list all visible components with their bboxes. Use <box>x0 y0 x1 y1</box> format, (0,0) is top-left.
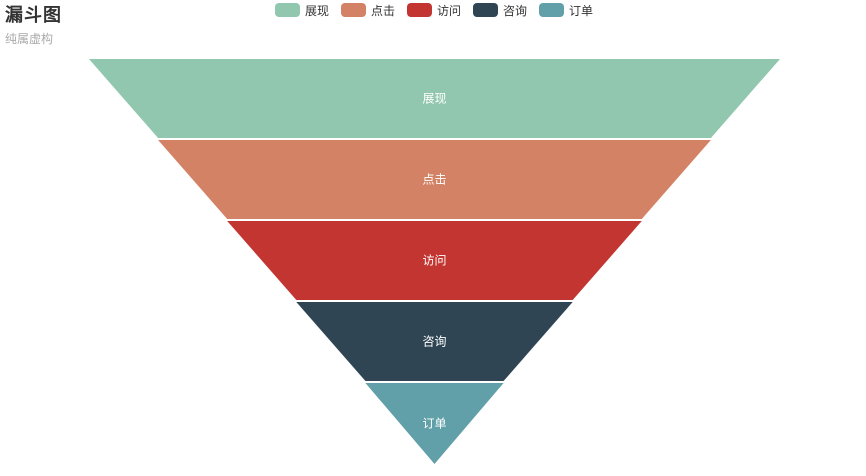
legend-label-1: 点击 <box>371 3 396 18</box>
legend-item-4[interactable]: 订单 <box>539 2 593 18</box>
funnel-label-3: 咨询 <box>422 334 446 349</box>
legend-swatch-4 <box>539 3 564 17</box>
chart-title: 漏斗图 <box>5 5 62 26</box>
funnel-segment-4[interactable] <box>365 383 504 464</box>
legend-label-0: 展现 <box>305 3 330 18</box>
funnel-label-2: 访问 <box>422 254 446 268</box>
funnel-segment-1[interactable] <box>158 140 711 219</box>
legend-swatch-3 <box>473 3 498 17</box>
funnel-label-0: 展现 <box>422 92 446 106</box>
funnel-segment-3[interactable] <box>296 302 573 381</box>
funnel-label-1: 点击 <box>422 173 446 187</box>
legend-item-0[interactable]: 展现 <box>275 2 329 18</box>
legend: 展现 点击 访问 咨询 订单 <box>0 2 866 20</box>
legend-swatch-1 <box>341 3 366 17</box>
legend-item-2[interactable]: 访问 <box>407 2 461 18</box>
legend-label-2: 访问 <box>437 3 462 18</box>
legend-label-4: 订单 <box>569 3 594 18</box>
legend-swatch-0 <box>275 3 300 17</box>
legend-item-3[interactable]: 咨询 <box>473 2 527 18</box>
funnel-label-4: 订单 <box>422 417 446 431</box>
legend-item-1[interactable]: 点击 <box>341 2 395 18</box>
funnel-segment-0[interactable] <box>89 59 780 138</box>
chart-subtitle: 纯属虚构 <box>5 32 54 46</box>
legend-label-3: 咨询 <box>503 3 528 18</box>
legend-swatch-2 <box>407 3 432 17</box>
funnel-segment-2[interactable] <box>227 221 642 300</box>
